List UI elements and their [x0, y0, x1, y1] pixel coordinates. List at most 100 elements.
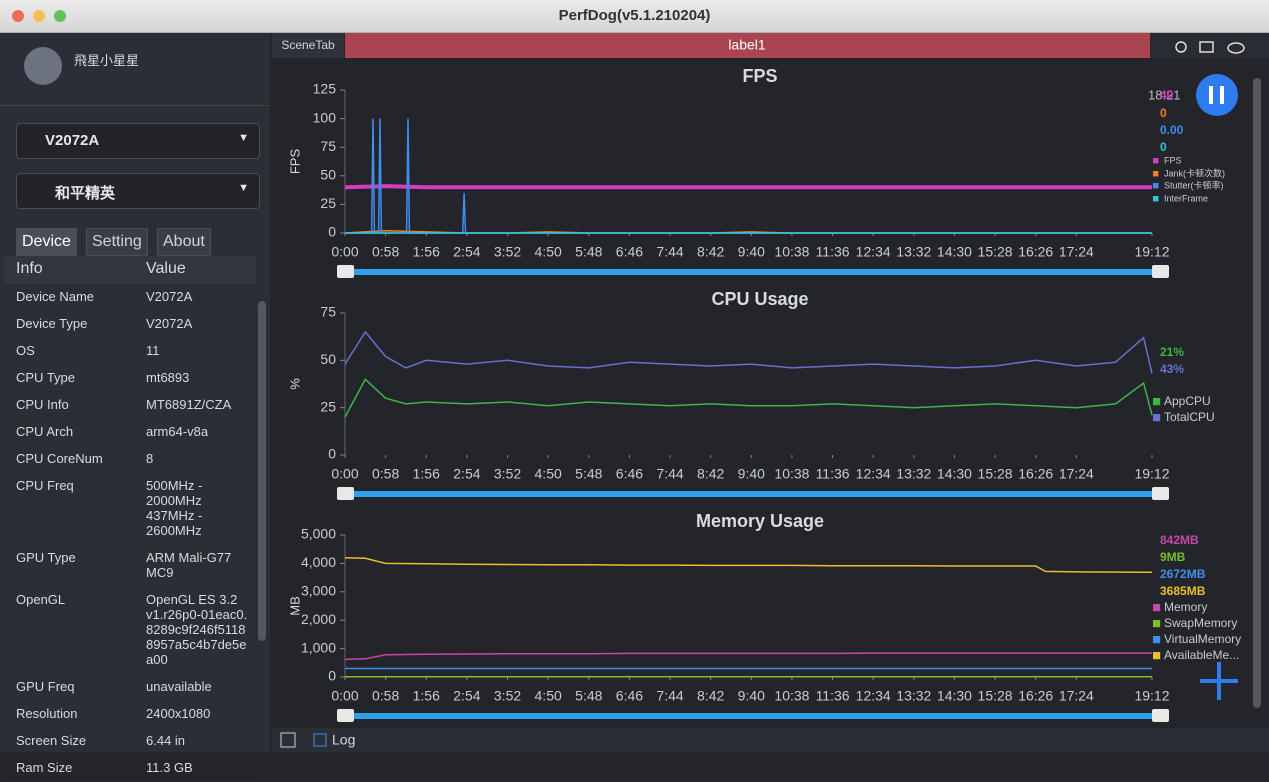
x-tick-label: 9:40	[738, 244, 765, 260]
y-axis-label: MB	[287, 596, 302, 616]
x-tick-label: 1:56	[413, 688, 440, 704]
value-cell: 11.3 GB	[134, 754, 256, 782]
y-tick-label: 4,000	[301, 554, 336, 570]
folder-icon[interactable]	[1199, 41, 1214, 53]
x-tick-label: 6:46	[616, 688, 643, 704]
x-tick-label: 0:58	[372, 244, 399, 260]
slider-handle[interactable]	[337, 709, 354, 722]
x-tick-label: 17:24	[1059, 244, 1094, 260]
legend-swatch	[1153, 183, 1159, 189]
legend-label: Memory	[1164, 600, 1207, 614]
toolbar-icons	[1150, 33, 1269, 58]
table-row: Device Name V2072A	[4, 284, 256, 311]
table-row: CPU Type mt6893	[4, 364, 256, 392]
y-tick-label: 25	[320, 195, 336, 211]
x-tick-label: 14:30	[937, 244, 972, 260]
slider-handle[interactable]	[337, 487, 354, 500]
time-slider[interactable]	[345, 491, 1160, 497]
series-line	[344, 184, 1152, 190]
x-tick-label: 11:36	[816, 688, 850, 704]
x-tick-label: 6:46	[616, 466, 643, 482]
current-value: 40	[1160, 88, 1174, 102]
y-tick-label: 1,000	[301, 639, 336, 655]
x-tick-label: 14:30	[937, 466, 972, 482]
app-name: 和平精英	[55, 185, 116, 202]
tab[interactable]: Device	[16, 228, 77, 256]
info-cell: CPU Freq	[4, 472, 134, 545]
x-tick-label: 13:32	[896, 244, 931, 260]
time-slider[interactable]	[345, 269, 1160, 275]
table-row: OpenGL OpenGL ES 3.2 v1.r26p0-01eac0. 828…	[4, 586, 256, 674]
sidebar: 飛星小星星 V2072A ▼ 和平精英 ▼ Device Setting About…	[0, 33, 270, 782]
x-tick-label: 3:52	[494, 244, 521, 260]
divider	[0, 105, 270, 106]
slider-handle[interactable]	[1152, 709, 1169, 722]
y-tick-label: 75	[320, 304, 336, 320]
x-tick-label: 15:28	[978, 688, 1013, 704]
legend-swatch	[1153, 158, 1159, 164]
slider-handle[interactable]	[1152, 265, 1169, 278]
value-cell: mt6893	[134, 364, 256, 392]
minimize-button[interactable]	[33, 10, 45, 22]
x-tick-label: 7:44	[656, 688, 683, 704]
close-button[interactable]	[12, 10, 24, 22]
header-cell: Value	[134, 256, 256, 284]
current-value: 21%	[1160, 345, 1184, 359]
current-value: 2672MB	[1160, 567, 1206, 581]
time-slider[interactable]	[345, 713, 1160, 719]
x-tick-label: 3:52	[494, 688, 521, 704]
legend-label: InterFrame	[1164, 193, 1208, 203]
x-tick-label: 15:28	[978, 244, 1013, 260]
current-value: 3685MB	[1160, 584, 1206, 598]
y-tick-label: 0	[328, 446, 336, 462]
location-icon[interactable]	[1175, 41, 1187, 53]
main-scrollbar[interactable]	[1253, 78, 1261, 708]
tab[interactable]: Setting	[86, 228, 148, 256]
legend-label: Stutter(卡顿率)	[1164, 179, 1224, 190]
collapse-button[interactable]	[280, 732, 296, 748]
x-tick-label: 3:52	[494, 466, 521, 482]
log-checkbox[interactable]	[313, 733, 327, 747]
pause-button[interactable]	[1196, 74, 1238, 116]
app-dropdown[interactable]: 和平精英 ▼	[16, 173, 260, 209]
info-cell: Resolution	[4, 700, 134, 728]
info-cell: OpenGL	[4, 586, 134, 674]
legend-label: Jank(卡顿次数)	[1164, 167, 1225, 178]
chart-area: SceneTab label1Log18:21FPSFPS025507510012…	[272, 33, 1269, 752]
x-tick-label: 8:42	[697, 688, 724, 704]
x-tick-label: 10:38	[774, 466, 809, 482]
x-tick-label: 19:12	[1134, 244, 1169, 260]
x-tick-label: 13:32	[896, 466, 931, 482]
x-tick-label: 15:28	[978, 466, 1013, 482]
info-cell: OS	[4, 337, 134, 365]
x-tick-label: 19:12	[1134, 688, 1169, 704]
info-cell: CPU Arch	[4, 418, 134, 446]
bottom-bar	[272, 728, 1269, 752]
x-tick-label: 5:48	[575, 688, 602, 704]
slider-handle[interactable]	[337, 265, 354, 278]
legend-label: AppCPU	[1164, 394, 1211, 408]
value-cell: V2072A	[134, 284, 256, 311]
tab[interactable]: About	[157, 228, 211, 256]
x-tick-label: 12:34	[856, 244, 891, 260]
scrollbar[interactable]	[258, 301, 266, 641]
chart-title: CPU Usage	[711, 289, 808, 309]
info-cell: Device Name	[4, 284, 134, 311]
y-tick-label: 25	[320, 398, 336, 414]
cloud-icon[interactable]	[1227, 42, 1245, 54]
x-tick-label: 7:44	[656, 244, 683, 260]
current-value: 0.00	[1160, 123, 1184, 137]
x-tick-label: 5:48	[575, 466, 602, 482]
x-tick-label: 16:26	[1018, 466, 1053, 482]
pause-bar	[1220, 86, 1224, 104]
scene-tab[interactable]	[272, 33, 344, 58]
zoom-button[interactable]	[54, 10, 66, 22]
label-bar[interactable]	[345, 33, 1150, 58]
value-cell: arm64-v8a	[134, 418, 256, 446]
add-button[interactable]	[1200, 662, 1238, 700]
x-tick-label: 8:42	[697, 466, 724, 482]
avatar[interactable]	[24, 47, 62, 85]
device-dropdown[interactable]: V2072A ▼	[16, 123, 260, 159]
current-value: 43%	[1160, 362, 1184, 376]
slider-handle[interactable]	[1152, 487, 1169, 500]
